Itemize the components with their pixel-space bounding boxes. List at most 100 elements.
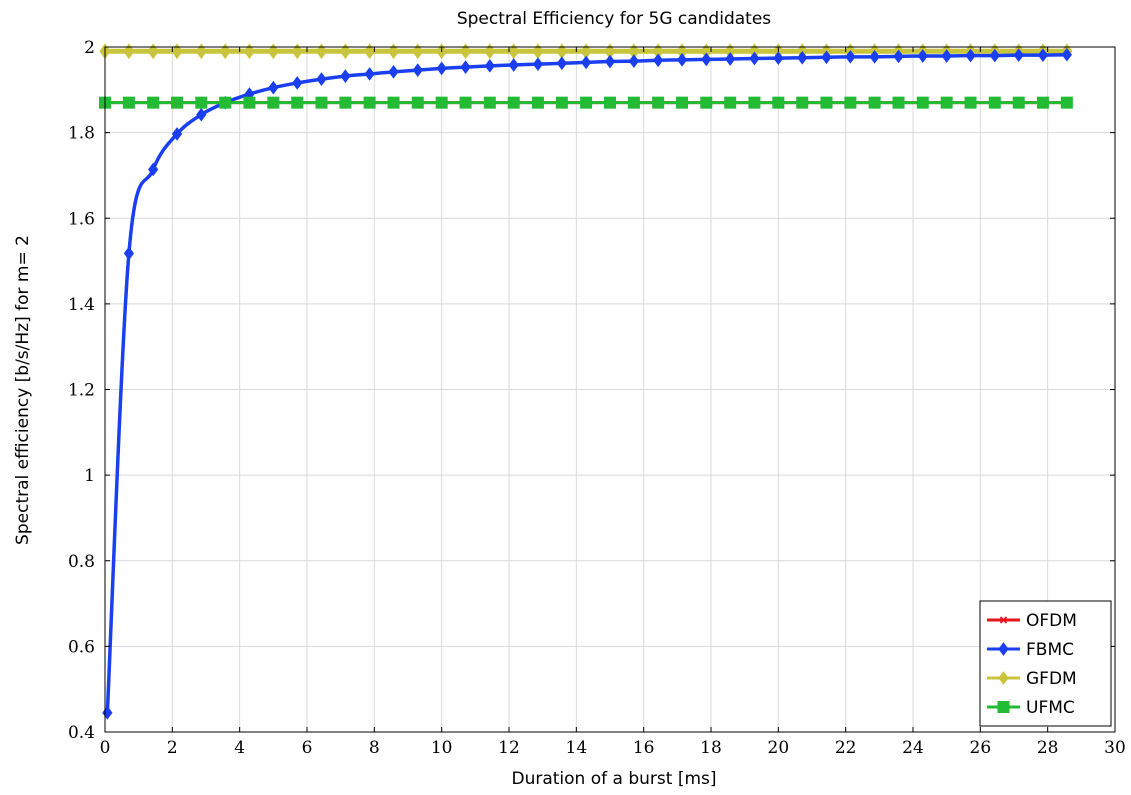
- data-point-fbmc: [484, 59, 495, 73]
- data-point-gfdm: [243, 43, 256, 60]
- data-point-ufmc: [171, 96, 184, 109]
- legend-label-ofdm: OFDM: [1026, 611, 1077, 631]
- data-point-fbmc: [893, 49, 904, 64]
- series-layer: [99, 43, 1073, 720]
- legend: OFDM FBMC GFDM UFMC: [979, 600, 1112, 727]
- data-point-ufmc: [748, 96, 761, 109]
- x-tick-label: 2: [167, 738, 178, 758]
- data-point-gfdm: [459, 43, 472, 60]
- data-point-fbmc: [1061, 47, 1072, 62]
- data-point-fbmc: [725, 52, 736, 66]
- data-point-fbmc: [532, 57, 544, 71]
- data-point-fbmc: [628, 54, 640, 68]
- grid: [104, 46, 1116, 733]
- data-point-fbmc: [965, 48, 976, 63]
- data-point-gfdm: [339, 43, 351, 60]
- legend-label-ufmc: UFMC: [1026, 698, 1075, 718]
- x-tick-label: 18: [700, 738, 722, 758]
- data-point-ufmc: [507, 96, 520, 109]
- y-tick-label: 1.6: [68, 209, 95, 229]
- data-point-fbmc: [989, 48, 1000, 63]
- data-point-ufmc: [580, 96, 593, 109]
- x-tick-label: 30: [1104, 738, 1126, 758]
- data-point-ufmc: [1036, 96, 1049, 109]
- data-point-ufmc: [531, 96, 544, 109]
- data-point-gfdm: [387, 43, 400, 60]
- data-point-fbmc: [508, 58, 519, 72]
- data-point-ufmc: [483, 96, 496, 109]
- data-point-ufmc: [1060, 96, 1073, 109]
- data-point-fbmc: [292, 76, 303, 90]
- data-point-ufmc: [796, 96, 809, 109]
- data-point-gfdm: [267, 43, 279, 60]
- data-point-ufmc: [892, 96, 905, 109]
- legend-label-gfdm: GFDM: [1026, 669, 1077, 689]
- data-point-gfdm: [171, 43, 183, 60]
- y-tick-label: 1.2: [68, 381, 95, 401]
- x-tick-label: 24: [902, 738, 924, 758]
- data-point-gfdm: [508, 43, 520, 60]
- series-ufmc: [99, 96, 1073, 109]
- data-point-fbmc: [845, 50, 856, 64]
- data-point-ufmc: [652, 96, 665, 109]
- data-point-ufmc: [459, 96, 472, 109]
- data-point-gfdm: [147, 43, 159, 60]
- data-point-fbmc: [316, 72, 327, 86]
- data-point-ufmc: [724, 96, 737, 109]
- data-point-fbmc: [196, 107, 207, 122]
- data-point-ufmc: [435, 96, 448, 109]
- data-point-ufmc: [122, 96, 135, 109]
- data-point-ufmc: [147, 96, 160, 109]
- x-tick-label: 22: [835, 738, 857, 758]
- data-point-gfdm: [364, 43, 376, 60]
- data-point-ufmc: [195, 96, 208, 109]
- x-tick-label: 20: [768, 738, 790, 758]
- x-tick-label: 8: [369, 738, 380, 758]
- data-point-fbmc: [676, 53, 688, 67]
- legend-marker-ufmc: [997, 701, 1010, 713]
- data-point-ufmc: [916, 96, 929, 109]
- data-point-fbmc: [580, 55, 592, 70]
- data-point-fbmc: [102, 705, 113, 720]
- data-point-fbmc: [1037, 48, 1049, 62]
- data-point-fbmc: [388, 64, 399, 79]
- data-point-gfdm: [484, 43, 496, 60]
- data-point-gfdm: [195, 43, 207, 60]
- data-point-ufmc: [243, 96, 256, 109]
- data-point-fbmc: [556, 56, 567, 71]
- data-point-ufmc: [627, 96, 640, 109]
- y-tick-label: 0.8: [68, 552, 95, 572]
- data-point-fbmc: [797, 50, 808, 65]
- x-tick-label: 16: [633, 738, 655, 758]
- tick-layer: 0 2 4 6 8 10 12 14 16 18 20 22 24 26 28 300.40.60.811.2…: [68, 38, 1126, 758]
- x-tick-label: 12: [498, 738, 520, 758]
- data-point-fbmc: [436, 61, 447, 76]
- data-point-ufmc: [676, 96, 689, 109]
- y-tick-label: 2: [84, 38, 95, 58]
- x-tick-label: 4: [234, 738, 245, 758]
- data-point-ufmc: [219, 96, 232, 109]
- data-point-fbmc: [941, 49, 952, 63]
- data-point-fbmc: [1013, 48, 1024, 62]
- series-fbmc: [102, 47, 1072, 720]
- legend-marker-gfdm: [998, 671, 1009, 685]
- data-point-ufmc: [844, 96, 857, 109]
- data-point-ufmc: [940, 96, 953, 109]
- data-point-fbmc: [749, 51, 760, 66]
- data-point-ufmc: [387, 96, 400, 109]
- data-point-fbmc: [653, 53, 664, 68]
- legend-marker-ofdm: [999, 616, 1008, 624]
- x-tick-label: 0: [100, 738, 111, 758]
- y-tick-label: 1.8: [68, 124, 95, 144]
- legend-marker-fbmc: [998, 642, 1009, 656]
- data-point-fbmc: [773, 51, 784, 65]
- data-point-fbmc: [701, 52, 712, 67]
- data-point-ufmc: [772, 96, 785, 109]
- data-point-ufmc: [988, 96, 1001, 109]
- y-tick-label: 0.4: [68, 723, 95, 743]
- x-tick-label: 14: [566, 738, 588, 758]
- data-point-ufmc: [964, 96, 977, 109]
- data-point-ufmc: [604, 96, 616, 109]
- data-point-ufmc: [291, 96, 304, 109]
